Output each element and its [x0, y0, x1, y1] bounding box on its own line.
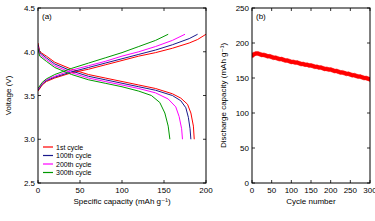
plot-area [38, 34, 206, 139]
x-tick-label: 50 [267, 186, 276, 195]
x-tick-label: 0 [36, 186, 41, 195]
y-tick-label: 250 [236, 4, 250, 13]
y-tick-label: 0 [245, 179, 250, 188]
legend-swatch [43, 172, 53, 173]
cycle-curve [38, 34, 198, 139]
y-tick-label: 200 [236, 39, 250, 48]
y-axis-label: Voltage (V) [4, 75, 13, 115]
y-tick-label: 4.5 [24, 4, 36, 13]
x-tick-label: 250 [344, 186, 358, 195]
y-tick-label: 100 [236, 109, 250, 118]
x-tick-label: 200 [324, 186, 338, 195]
panel-label: (a) [42, 12, 52, 21]
cycle-curve [38, 34, 206, 139]
cycle-curve [38, 34, 185, 139]
y-tick-label: 4.0 [24, 48, 36, 57]
x-axis-label: Specific capacity (mAh g⁻¹) [73, 197, 170, 206]
panel-label: (b) [256, 12, 266, 21]
chart-panel: 0 50 100 150 200 2.5 3.0 3.5 4.0 4.5 Specific capa… [4, 4, 213, 206]
legend-label: 200th cycle [56, 161, 92, 169]
legend-swatch [43, 163, 53, 164]
legend-label: 1st cycle [56, 144, 83, 152]
x-tick-label: 300 [363, 186, 375, 195]
y-tick-label: 150 [236, 74, 250, 83]
cycle-curve [38, 34, 170, 139]
legend-label: 300th cycle [56, 169, 92, 177]
y-axis-label: Discharge capacity (mAh g⁻¹) [219, 43, 228, 148]
x-tick-label: 100 [115, 186, 129, 195]
chart-panel: 0 50 100 150 200 250 300 0 50 100 150 200 250 Cycle n… [219, 4, 375, 206]
figure: 0 50 100 150 200 2.5 3.0 3.5 4.0 4.5 Specific capa… [0, 0, 375, 221]
legend-swatch [43, 146, 53, 147]
y-tick-label: 50 [240, 144, 249, 153]
plot-area [252, 52, 370, 82]
x-tick-label: 50 [76, 186, 85, 195]
x-tick-label: 100 [285, 186, 299, 195]
x-tick-label: 150 [157, 186, 171, 195]
legend: 1st cycle100th cycle200th cycle300th cyc… [43, 144, 92, 178]
legend-swatch [43, 155, 53, 156]
y-tick-label: 3.0 [24, 135, 36, 144]
x-axis-label: Cycle number [286, 197, 336, 206]
x-tick-label: 150 [304, 186, 318, 195]
x-tick-label: 200 [199, 186, 213, 195]
y-tick-label: 3.5 [24, 92, 36, 101]
y-tick-label: 2.5 [24, 179, 36, 188]
x-tick-label: 0 [250, 186, 255, 195]
legend-label: 100th cycle [56, 152, 92, 160]
plot-frame [38, 8, 206, 183]
plot-frame [252, 8, 370, 183]
